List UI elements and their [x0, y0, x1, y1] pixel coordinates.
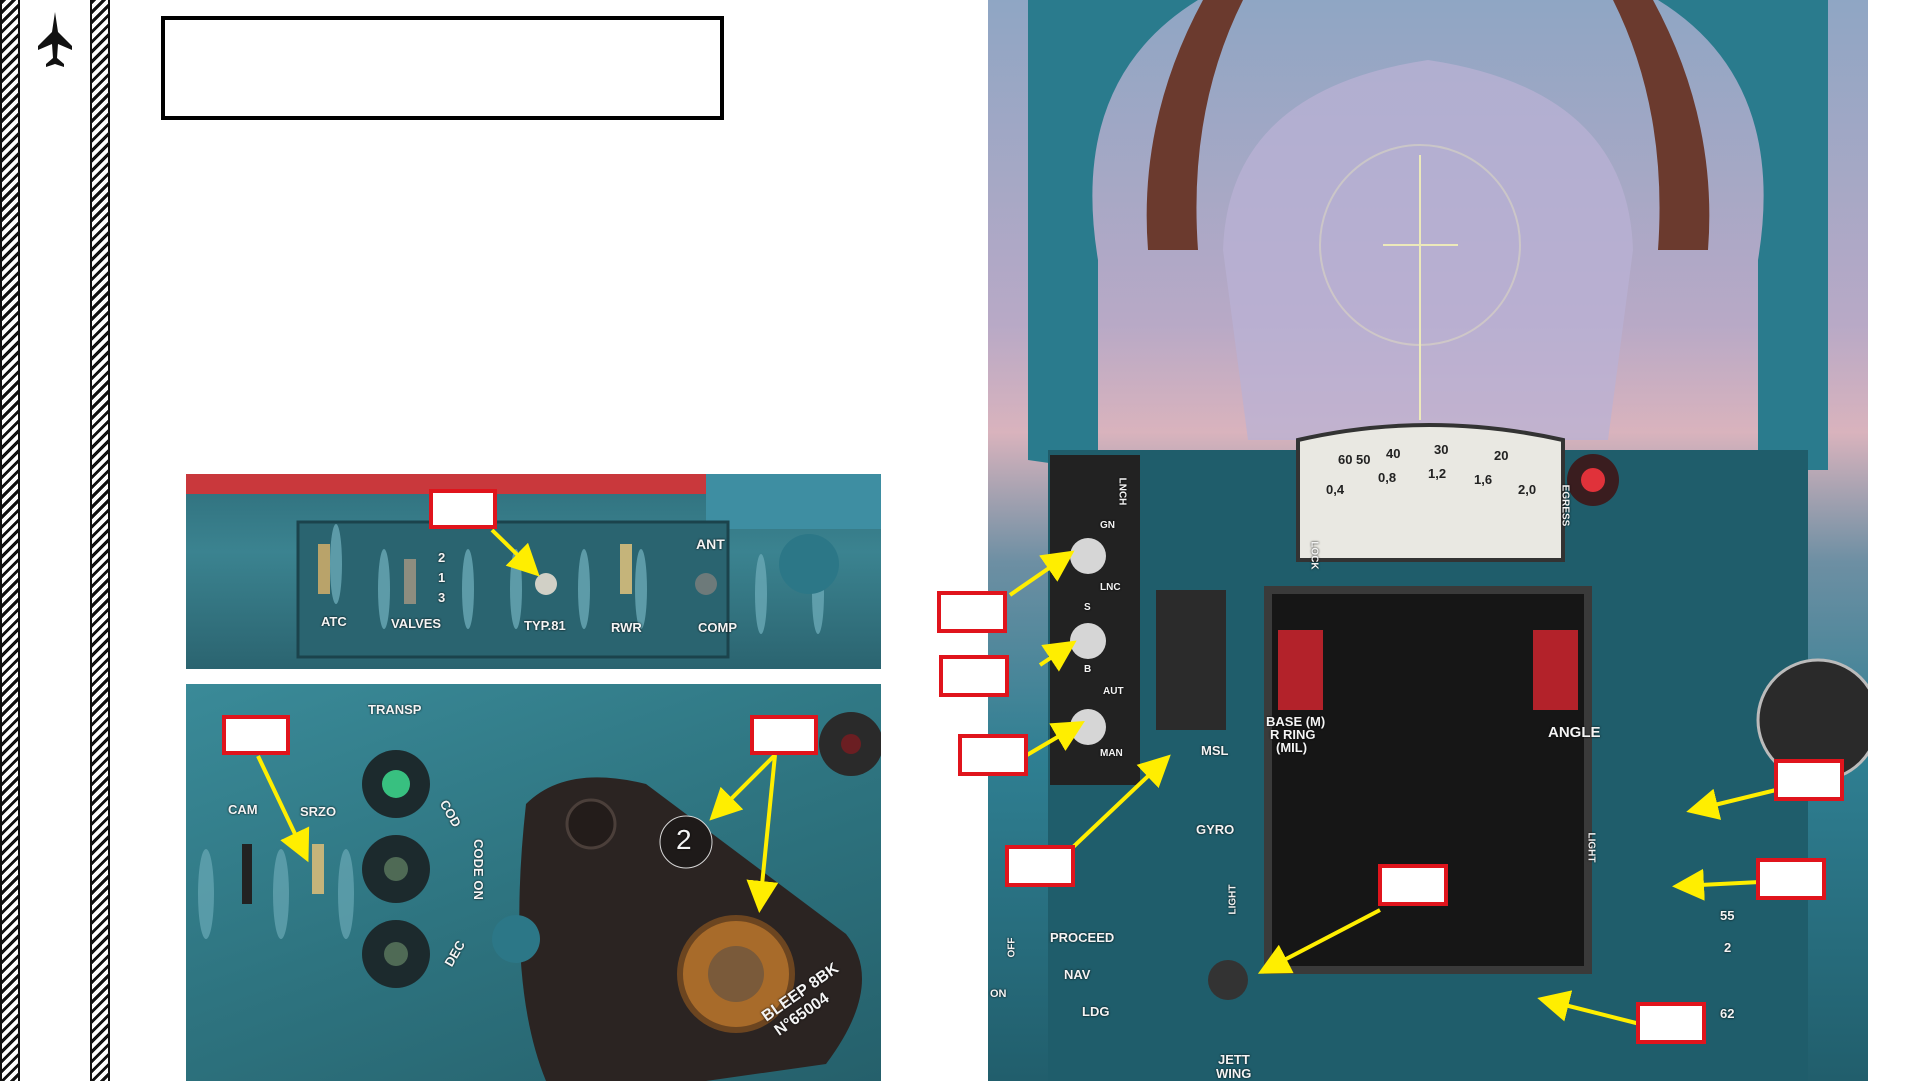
label-proceed: PROCEED [1050, 930, 1115, 945]
label-aut: AUT [1103, 686, 1124, 697]
scale-12: 1,2 [1428, 466, 1447, 481]
label-ant: ANT [696, 536, 725, 552]
callout-frequency-dial [750, 715, 818, 755]
dial-number: 2 [676, 824, 692, 855]
scale-08: 0,8 [1378, 470, 1397, 485]
gauge-62: 62 [1720, 1006, 1735, 1021]
arrow-sb [1038, 640, 1077, 672]
arrow-srzo [256, 755, 310, 863]
label-on: ON [990, 988, 1007, 1000]
label-transp: TRANSP [368, 702, 422, 717]
hatched-border-left [0, 0, 20, 1081]
label-pos2: 2 [438, 550, 446, 565]
callout-sb [939, 655, 1009, 697]
label-jett: JETT [1218, 1052, 1250, 1067]
scale-16: 1,6 [1474, 472, 1493, 487]
callout-typ81 [429, 489, 497, 529]
label-angle: ANGLE [1548, 724, 1601, 741]
label-base: BASE (M) [1266, 714, 1326, 729]
photo-cockpit-sight: LNCH GN LNC S B AUT MAN MSL GYRO BASE (M… [988, 0, 1868, 1081]
label-man: MAN [1100, 748, 1123, 759]
callout-light-left [1378, 864, 1448, 906]
jet-silhouette-icon [38, 12, 72, 67]
label-valves: VALVES [391, 616, 442, 631]
scale-50: 50 [1356, 452, 1371, 467]
label-pos3: 3 [438, 590, 446, 605]
arrow-selector [746, 754, 779, 913]
title-box [161, 16, 724, 120]
label-cam: CAM [228, 802, 258, 817]
scale-60: 60 [1338, 452, 1353, 467]
callout-angle [1774, 759, 1844, 801]
arrow-autman [1025, 720, 1085, 757]
scale-20: 20 [1494, 448, 1509, 463]
arrow-msl [1068, 754, 1171, 852]
callout-aut-man [958, 734, 1028, 776]
label-atc: ATC [321, 614, 347, 629]
cockpit-art [1028, 0, 1868, 1081]
label-pos1: 1 [438, 570, 446, 585]
label-ldg: LDG [1082, 1004, 1110, 1019]
arrow-jett [1537, 990, 1641, 1026]
label-srzo: SRZO [300, 804, 337, 819]
label-gn: GN [1100, 520, 1115, 531]
scale-20b: 2,0 [1518, 482, 1537, 497]
arrow-dial [709, 753, 777, 821]
arrow-typ81 [490, 528, 540, 577]
label-msl: MSL [1201, 743, 1229, 758]
label-lnc: LNC [1100, 582, 1121, 593]
callout-jett [1636, 1002, 1706, 1044]
label-gyro: GYRO [1196, 822, 1235, 837]
arrow-angle [1686, 788, 1777, 820]
arrow-light-left [1257, 908, 1381, 974]
hatched-border-right [90, 0, 110, 1081]
label-wing: WING [1216, 1066, 1252, 1081]
label-typ81: TYP.81 [524, 618, 566, 633]
label-ring: R RING [1270, 727, 1316, 742]
callout-light-right [1756, 858, 1826, 900]
arrow-lnch [1008, 550, 1075, 597]
scale-30: 30 [1434, 442, 1449, 457]
gauge-2: 2 [1724, 940, 1732, 955]
scale-04: 0,4 [1326, 482, 1345, 497]
gauge-55: 55 [1720, 908, 1735, 923]
callout-srzo [222, 715, 290, 755]
arrow-light-right [1672, 868, 1761, 901]
label-comp: COMP [698, 620, 737, 635]
label-rwr: RWR [611, 620, 642, 635]
label-b: B [1084, 664, 1092, 675]
label-nav: NAV [1064, 967, 1091, 982]
panel-art [198, 712, 881, 1081]
callout-msl [1005, 845, 1075, 887]
label-mil: (MIL) [1276, 740, 1308, 755]
label-s: S [1084, 602, 1091, 613]
scale-40: 40 [1386, 446, 1401, 461]
callout-lnch [937, 591, 1007, 633]
